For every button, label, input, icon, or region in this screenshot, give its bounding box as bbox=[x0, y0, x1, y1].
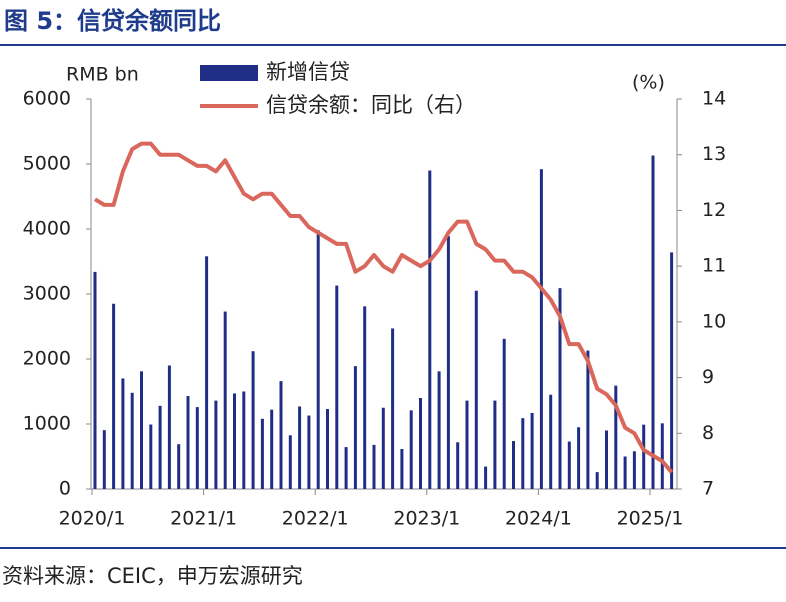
bar bbox=[335, 285, 339, 489]
bar bbox=[642, 424, 646, 489]
bar bbox=[539, 169, 543, 489]
bar bbox=[279, 381, 283, 489]
bar bbox=[112, 303, 116, 489]
chart-title: 图 5：信贷余额同比 bbox=[4, 7, 221, 35]
y2-tick-label: 13 bbox=[702, 143, 726, 165]
bar bbox=[567, 441, 571, 489]
bar bbox=[549, 394, 553, 489]
bar bbox=[670, 252, 674, 489]
bar bbox=[158, 405, 162, 489]
x-tick-label: 2024/1 bbox=[505, 508, 572, 530]
bar bbox=[512, 441, 515, 489]
bar bbox=[465, 400, 469, 489]
bar bbox=[651, 155, 655, 490]
legend-label: 信贷余额：同比（右） bbox=[266, 93, 476, 117]
legend-label: 新增信贷 bbox=[266, 60, 350, 84]
y-tick-label: 0 bbox=[59, 478, 71, 500]
bar bbox=[344, 447, 348, 489]
bar bbox=[233, 393, 236, 489]
bar bbox=[428, 170, 432, 489]
y2-tick-label: 7 bbox=[702, 478, 714, 500]
y2-tick-label: 12 bbox=[702, 199, 726, 221]
bar bbox=[484, 466, 488, 489]
bar bbox=[102, 430, 106, 489]
y2-axis-label: (%) bbox=[632, 72, 665, 94]
bar bbox=[363, 306, 367, 489]
bar bbox=[409, 410, 413, 489]
bar bbox=[456, 442, 460, 489]
x-tick-label: 2023/1 bbox=[393, 508, 460, 530]
bar bbox=[140, 371, 143, 489]
bar bbox=[577, 427, 581, 489]
bar bbox=[260, 418, 264, 489]
bar bbox=[270, 409, 274, 489]
bar bbox=[595, 472, 599, 489]
y2-tick-label: 8 bbox=[702, 422, 714, 444]
y-tick-label: 1000 bbox=[23, 413, 71, 435]
bar bbox=[251, 351, 255, 489]
bar bbox=[400, 449, 404, 489]
y-axis-label: RMB bn bbox=[66, 64, 139, 86]
bar bbox=[623, 456, 627, 489]
bar bbox=[502, 338, 506, 489]
line bbox=[93, 141, 674, 474]
bar bbox=[474, 290, 478, 489]
y2-tick-label: 11 bbox=[702, 255, 726, 277]
bar bbox=[353, 366, 357, 489]
bar bbox=[521, 418, 525, 489]
bar bbox=[558, 288, 562, 489]
y-tick-label: 2000 bbox=[23, 348, 71, 370]
y-tick-label: 5000 bbox=[23, 153, 71, 175]
y-tick-label: 3000 bbox=[23, 283, 71, 305]
bar bbox=[381, 407, 385, 489]
bar bbox=[177, 444, 181, 489]
bar bbox=[372, 444, 376, 489]
x-tick-label: 2022/1 bbox=[282, 508, 349, 530]
bar bbox=[242, 391, 246, 489]
source: 资料来源：CEIC，申万宏源研究 bbox=[2, 564, 303, 588]
y2-tick-label: 14 bbox=[702, 88, 726, 110]
bar bbox=[186, 396, 190, 489]
y2-tick-label: 10 bbox=[702, 310, 726, 332]
bar bbox=[195, 407, 199, 489]
bar bbox=[530, 412, 534, 489]
bar bbox=[121, 378, 125, 489]
bar bbox=[632, 451, 636, 489]
x-tick-label: 2025/1 bbox=[617, 508, 684, 530]
bar bbox=[288, 435, 292, 489]
y2-tick-label: 9 bbox=[702, 366, 714, 388]
x-tick-label: 2020/1 bbox=[59, 508, 126, 530]
y-tick-label: 6000 bbox=[23, 88, 71, 110]
bar bbox=[149, 424, 153, 489]
bar bbox=[446, 236, 450, 489]
bar bbox=[205, 256, 209, 489]
bar bbox=[660, 423, 664, 489]
bar bbox=[167, 365, 171, 489]
bar bbox=[214, 400, 218, 489]
bar bbox=[419, 398, 422, 489]
x-tick-label: 2021/1 bbox=[170, 508, 237, 530]
legend-swatch bbox=[200, 65, 258, 81]
y-tick-label: 4000 bbox=[23, 218, 71, 240]
bar bbox=[437, 371, 441, 489]
bar bbox=[614, 385, 618, 489]
bar bbox=[586, 350, 590, 489]
bar bbox=[605, 430, 608, 489]
bar bbox=[307, 415, 311, 489]
bar bbox=[130, 392, 134, 489]
bar bbox=[298, 406, 302, 489]
bar bbox=[316, 230, 320, 490]
bar bbox=[391, 328, 395, 489]
bar bbox=[326, 409, 329, 489]
bar bbox=[93, 271, 97, 489]
bar bbox=[223, 311, 227, 489]
bar bbox=[493, 400, 497, 489]
